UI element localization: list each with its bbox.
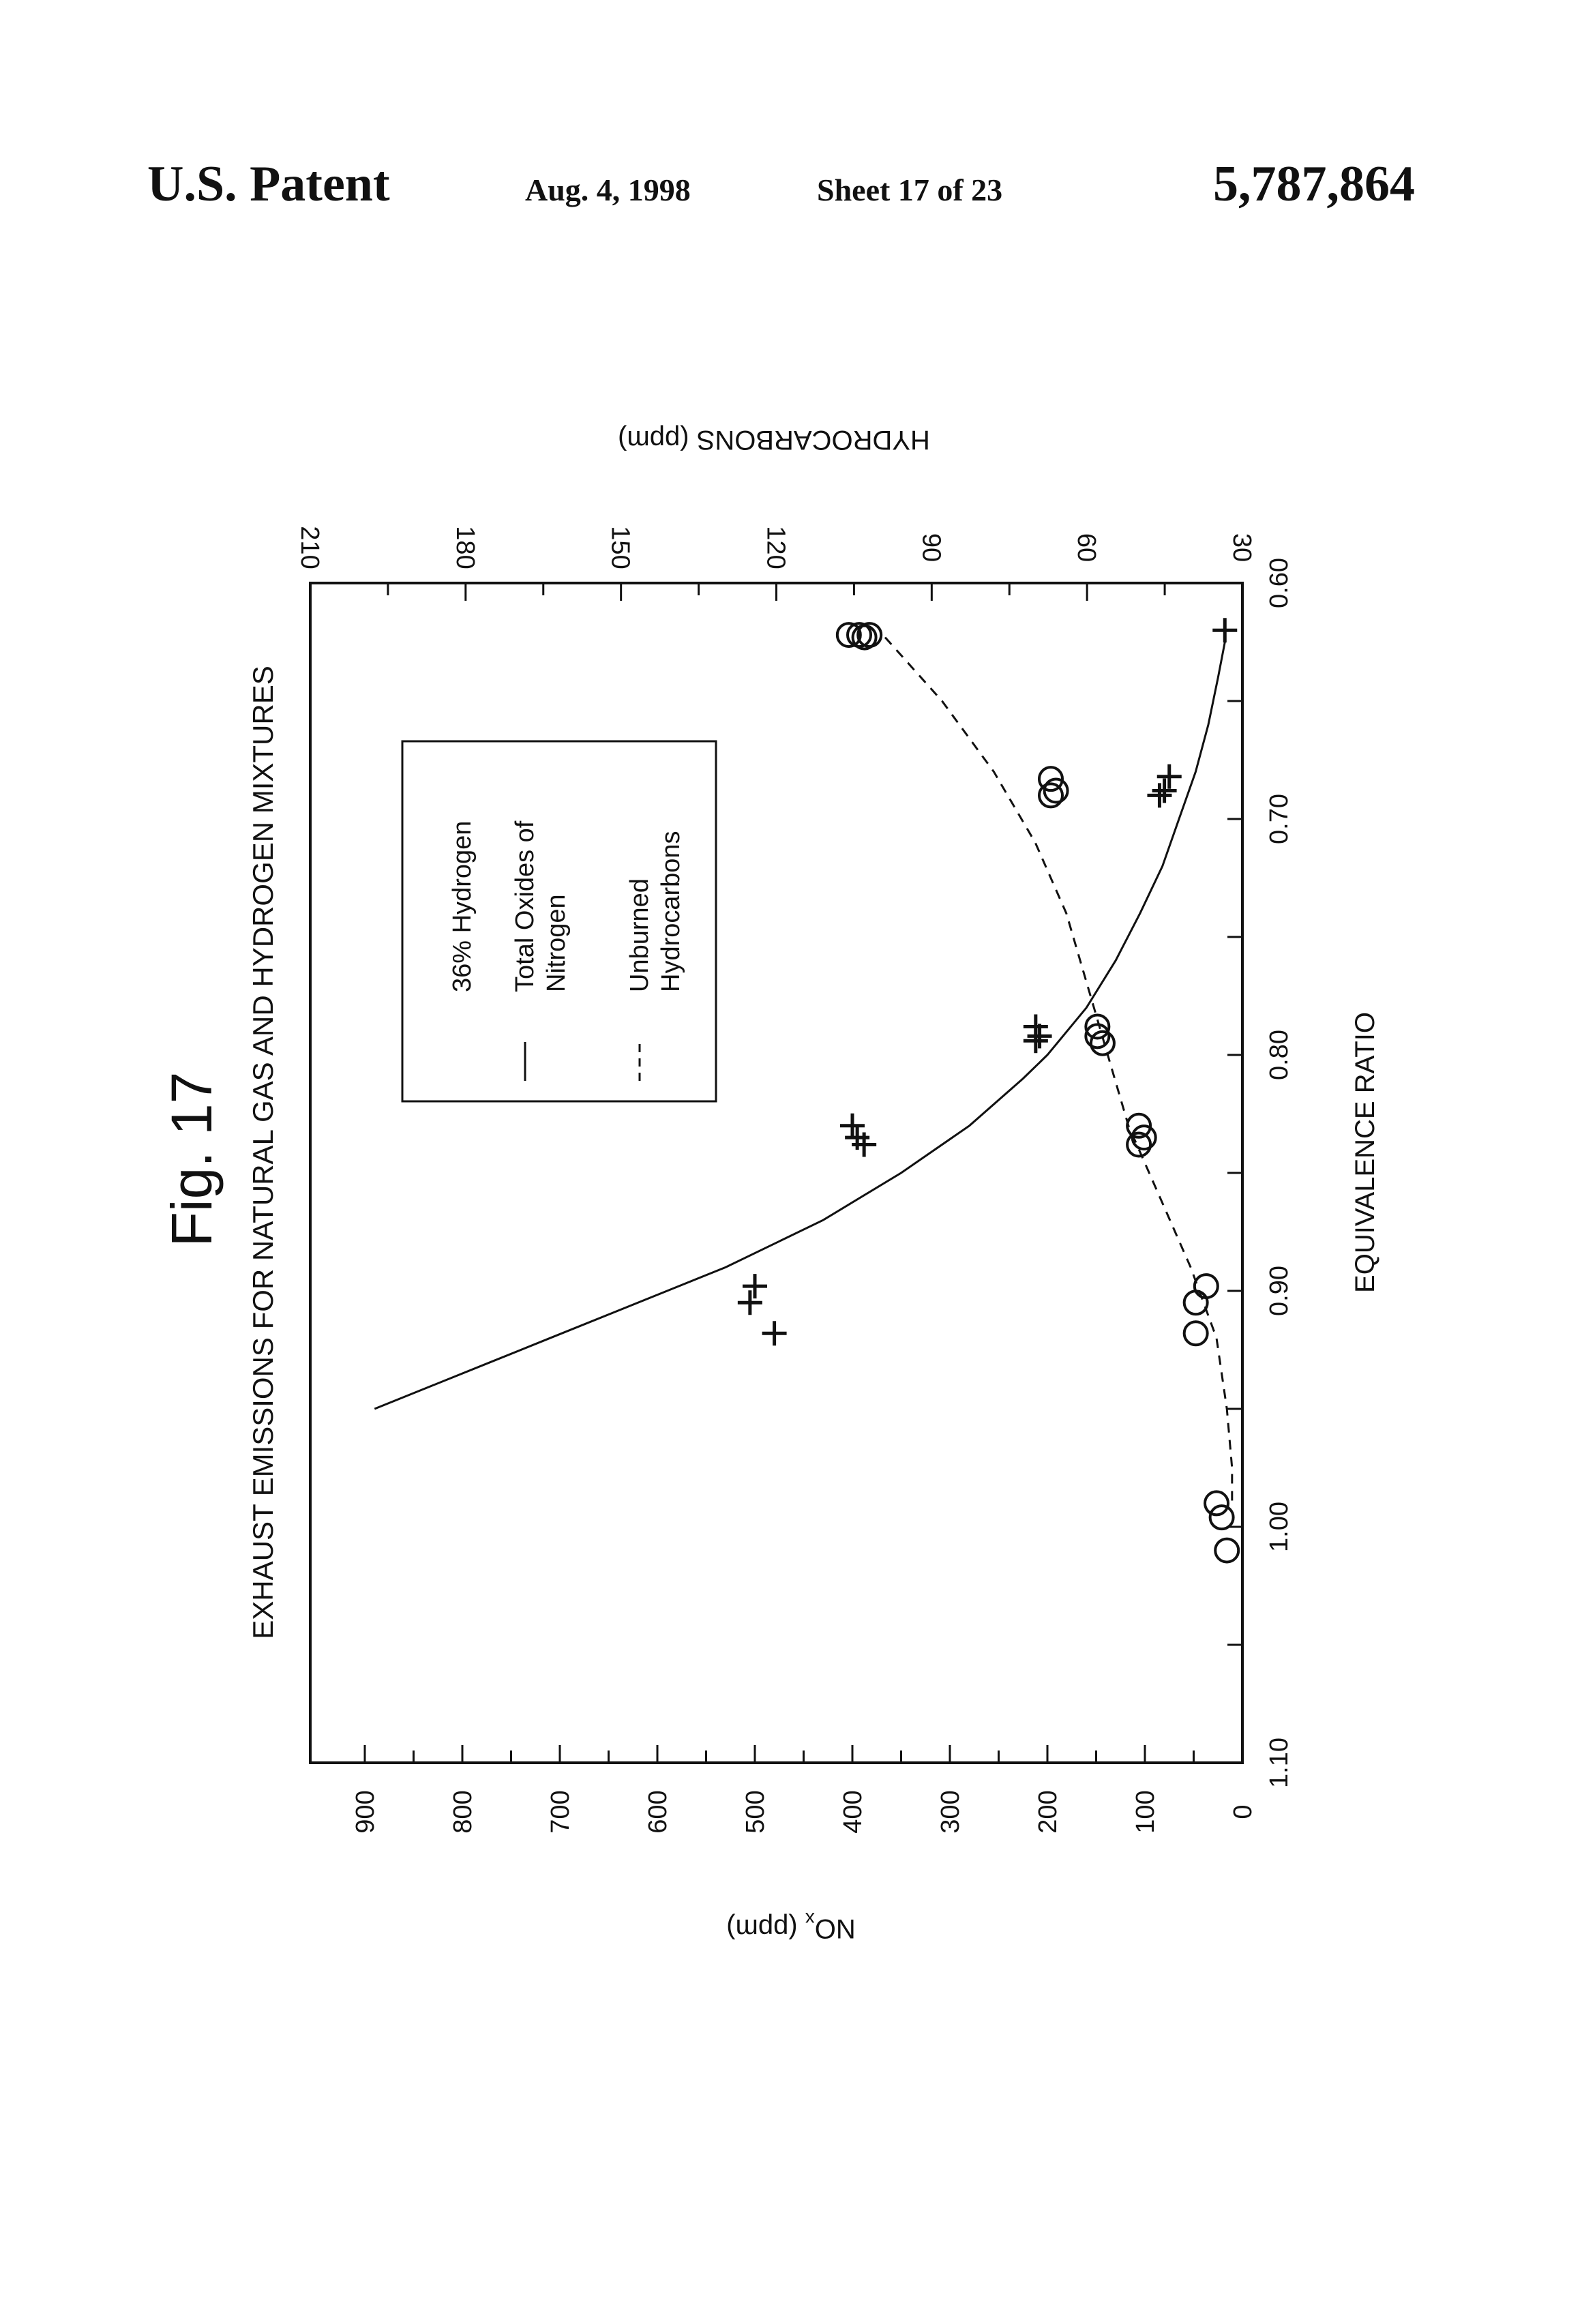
y2-tick-label: 150 [606,526,635,569]
plot-frame [310,583,1242,1763]
hydrocarbon-data-point [1091,1032,1114,1055]
hydrocarbon-data-point [1184,1322,1208,1345]
y-tick-label: 400 [839,1790,867,1833]
y-tick-label: 700 [546,1790,575,1833]
x-axis-label: EQUIVALENCE RATIO [1350,1012,1380,1293]
y-tick-label: 100 [1131,1790,1160,1833]
hydrocarbon-data-point [1205,1491,1228,1515]
y2-tick-label: 60 [1072,533,1101,562]
y2-axis: 30 60 90 120 150 180 210 [295,526,1256,601]
legend-entry-nox-line2: Nitrogen [542,894,571,992]
y-axis-label: NOx (ppm) [726,1909,856,1943]
hydrocarbons-fit-line [885,638,1232,1508]
chart-title: EXHAUST EMISSIONS FOR NATURAL GAS AND HY… [247,666,279,1639]
hydrocarbon-data-point [1039,784,1062,807]
y-tick-label: 800 [449,1790,477,1833]
x-tick-label: 1.00 [1265,1502,1294,1552]
y-tick-label: 600 [644,1790,672,1833]
legend-entry-nox-line1: Total Oxides of [511,820,539,992]
x-axis: 1.10 1.00 0.90 0.80 0.70 0.60 [1227,558,1294,1788]
hydrocarbon-data-point [1184,1291,1208,1314]
svg-text:NOx (ppm): NOx (ppm) [726,1909,856,1943]
nox-data-point [840,1114,865,1138]
y-tick-label: 200 [1034,1790,1062,1833]
plot-area [310,583,1242,1763]
x-tick-label: 0.80 [1265,1030,1294,1080]
x-tick-label: 1.10 [1265,1738,1294,1788]
hydrocarbon-data-point [1195,1275,1218,1298]
y2-tick-label: 90 [916,533,945,562]
legend-entry-hc-line1: Unburned [625,878,654,992]
y2-tick-label: 30 [1227,533,1256,562]
legend: 36% Hydrogen Total Oxides of Nitrogen Un… [402,741,716,1101]
nox-data-point [743,1274,767,1298]
nox-data-point [738,1290,762,1315]
y-tick-label: 300 [936,1790,965,1833]
y-axis: 0 100 200 300 400 500 600 700 800 900 [351,1745,1257,1834]
y2-tick-label: 180 [451,526,479,569]
y2-tick-label: 120 [762,526,790,569]
nox-data-point [762,1321,787,1345]
y-tick-label: 900 [351,1790,380,1833]
y2-axis-label: HYDROCARBONS (ppm) [618,425,930,455]
nox-data-point [1212,618,1237,642]
hydrocarbon-data-point [1210,1506,1234,1529]
y-tick-label: 0 [1229,1804,1257,1819]
legend-title: 36% Hydrogen [448,821,477,992]
y2-tick-label: 210 [295,526,324,569]
figure-label: Fig. 17 [160,1072,224,1247]
legend-entry-hc-line2: Hydrocarbons [657,831,685,992]
hydrocarbon-data-point [1215,1539,1238,1562]
x-tick-label: 0.90 [1265,1266,1294,1316]
plot-series [374,618,1238,1562]
nox-data-point [1152,778,1177,803]
x-tick-label: 0.70 [1265,794,1294,844]
nox-data-point [1024,1028,1048,1053]
y-tick-label: 500 [741,1790,770,1833]
x-tick-label: 0.60 [1265,558,1294,608]
